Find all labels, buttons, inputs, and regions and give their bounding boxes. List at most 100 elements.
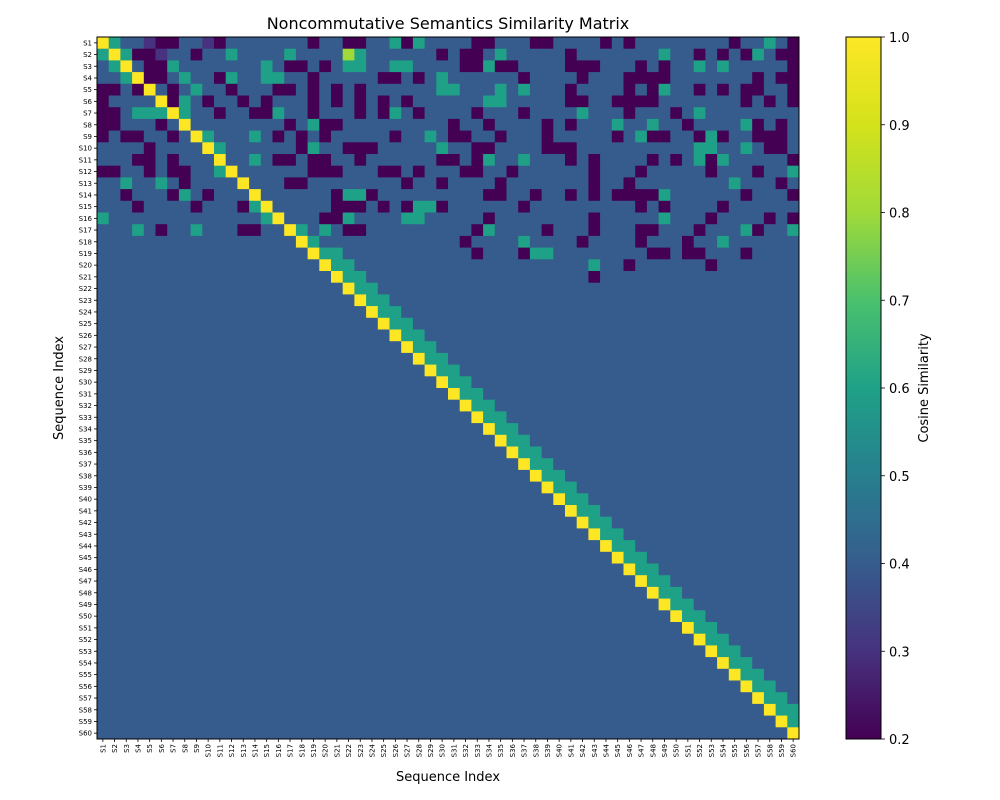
heatmap-cell <box>155 48 168 61</box>
heatmap-cell <box>190 364 203 377</box>
heatmap-cell <box>225 189 238 202</box>
heatmap-cell <box>717 118 730 131</box>
heatmap-cell <box>354 505 367 518</box>
heatmap-cell <box>436 37 449 50</box>
heatmap-cell <box>366 458 379 471</box>
heatmap-cell <box>272 610 285 623</box>
heatmap-cell <box>97 645 110 658</box>
heatmap-cell <box>366 189 379 202</box>
heatmap-cell <box>541 247 554 260</box>
heatmap-cell <box>307 72 320 85</box>
heatmap-cell <box>506 633 519 646</box>
heatmap-cell <box>541 692 554 705</box>
heatmap-cell <box>529 668 542 681</box>
heatmap-cell <box>576 633 589 646</box>
y-tick-label: S13 <box>79 180 92 188</box>
heatmap-cell <box>787 83 800 96</box>
heatmap-cell <box>167 388 180 401</box>
heatmap-cell <box>178 294 191 307</box>
heatmap-cell <box>120 633 133 646</box>
heatmap-cell <box>471 259 484 272</box>
heatmap-cell <box>635 598 648 611</box>
heatmap-cell <box>202 516 215 529</box>
heatmap-cell <box>763 668 776 681</box>
heatmap-cell <box>319 282 332 295</box>
heatmap-cell <box>214 83 227 96</box>
heatmap-cell <box>600 551 613 564</box>
heatmap-cell <box>108 469 121 482</box>
heatmap-cell <box>763 434 776 447</box>
heatmap-cell <box>529 83 542 96</box>
heatmap-cell <box>342 259 355 272</box>
heatmap-cell <box>611 458 624 471</box>
heatmap-cell <box>717 540 730 553</box>
heatmap-cell <box>483 224 496 237</box>
heatmap-cell <box>611 423 624 436</box>
heatmap-cell <box>284 60 297 73</box>
heatmap-cell <box>740 130 753 143</box>
heatmap-cell <box>272 551 285 564</box>
heatmap-cell <box>670 551 683 564</box>
heatmap-cell <box>646 516 659 529</box>
heatmap-cell <box>658 563 671 576</box>
heatmap-cell <box>377 72 390 85</box>
heatmap-cell <box>424 154 437 167</box>
heatmap-cell <box>366 598 379 611</box>
heatmap-cell <box>366 60 379 73</box>
heatmap-cell <box>143 692 156 705</box>
heatmap-cell <box>752 563 765 576</box>
y-tick-label: S41 <box>79 507 92 515</box>
heatmap-cell <box>202 352 215 365</box>
heatmap-cell <box>108 72 121 85</box>
heatmap-cell <box>307 633 320 646</box>
heatmap-cell <box>307 189 320 202</box>
heatmap-cell <box>260 72 273 85</box>
heatmap-cell <box>459 107 472 120</box>
heatmap-cell <box>448 282 461 295</box>
heatmap-cell <box>494 423 507 436</box>
heatmap-cell <box>272 60 285 73</box>
heatmap-cell <box>541 528 554 541</box>
heatmap-cell <box>494 72 507 85</box>
heatmap-cell <box>366 142 379 155</box>
heatmap-cell <box>787 247 800 260</box>
heatmap-cell <box>143 715 156 728</box>
heatmap-cell <box>635 551 648 564</box>
heatmap-cell <box>506 271 519 284</box>
heatmap-cell <box>693 493 706 506</box>
heatmap-cell <box>646 200 659 213</box>
heatmap-cell <box>307 259 320 272</box>
heatmap-cell <box>178 142 191 155</box>
heatmap-cell <box>448 364 461 377</box>
heatmap-cell <box>237 200 250 213</box>
heatmap-cell <box>588 481 601 494</box>
heatmap-cell <box>284 458 297 471</box>
heatmap-cell <box>178 306 191 319</box>
heatmap-cell <box>295 668 308 681</box>
heatmap-cell <box>260 388 273 401</box>
heatmap-cell <box>459 446 472 459</box>
heatmap-cell <box>635 235 648 248</box>
heatmap-cell <box>658 610 671 623</box>
heatmap-cell <box>494 703 507 716</box>
heatmap-cell <box>658 469 671 482</box>
heatmap-cell <box>342 235 355 248</box>
heatmap-cell <box>436 657 449 670</box>
heatmap-cell <box>752 130 765 143</box>
heatmap-cell <box>143 586 156 599</box>
heatmap-cell <box>143 329 156 342</box>
heatmap-cell <box>97 200 110 213</box>
heatmap-cell <box>143 282 156 295</box>
heatmap-cell <box>459 212 472 225</box>
heatmap-cell <box>178 165 191 178</box>
heatmap-cell <box>728 72 741 85</box>
heatmap-cell <box>459 411 472 424</box>
heatmap-cell <box>740 703 753 716</box>
heatmap-cell <box>307 282 320 295</box>
heatmap-cell <box>658 540 671 553</box>
heatmap-cell <box>295 540 308 553</box>
heatmap-cell <box>295 376 308 389</box>
heatmap-cell <box>670 703 683 716</box>
heatmap-cell <box>728 481 741 494</box>
heatmap-cell <box>740 399 753 412</box>
